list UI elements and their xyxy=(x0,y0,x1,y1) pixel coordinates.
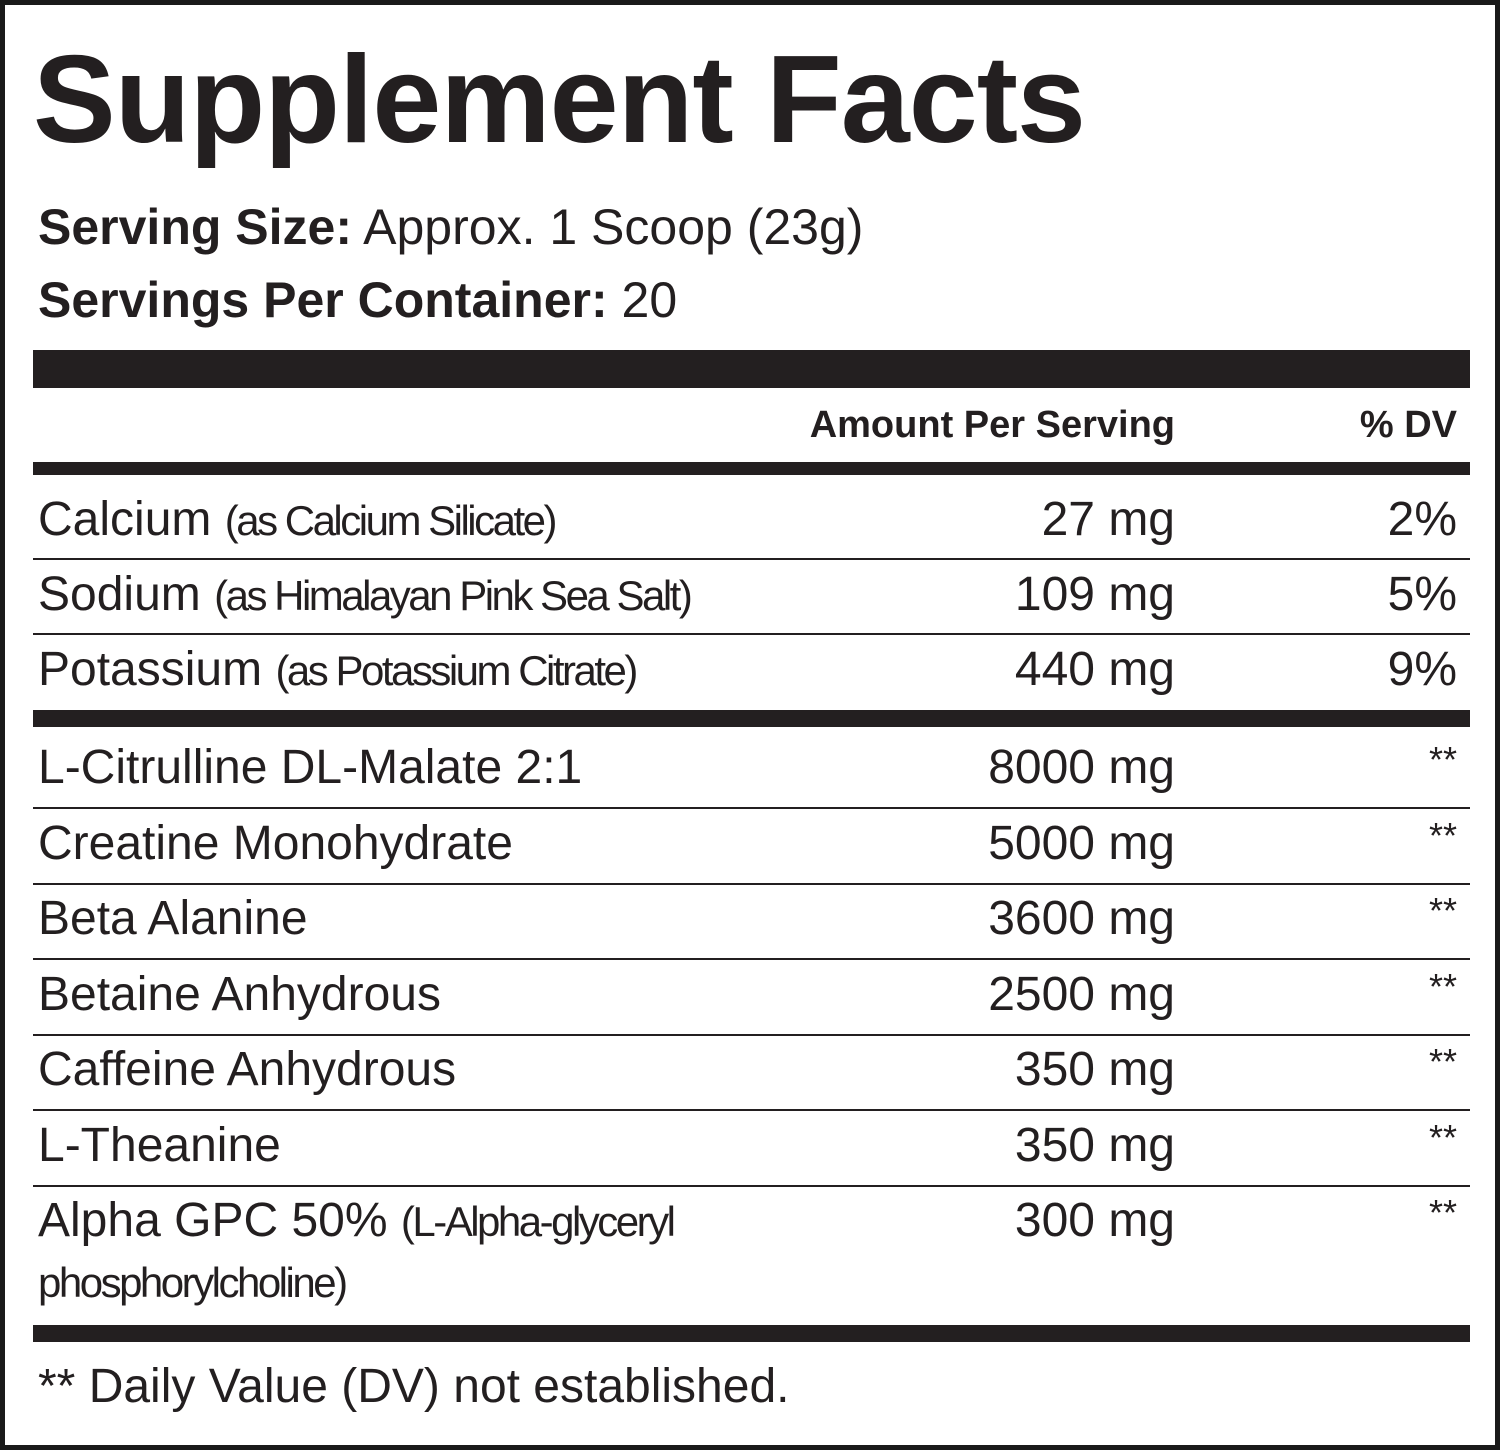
ingredient-detail: (as Potassium Citrate) xyxy=(275,647,638,694)
ingredient: Potassium (as Potassium Citrate) xyxy=(38,640,638,701)
ingredient-row: Calcium (as Calcium Silicate) 27 mg 2% xyxy=(5,490,1495,550)
servings-per-container: Servings Per Container: 20 xyxy=(38,270,677,330)
amount: 350 mg xyxy=(1014,1043,1175,1096)
row-divider xyxy=(33,958,1470,960)
row-divider xyxy=(33,558,1470,560)
ingredient-name: Betaine Anhydrous xyxy=(38,967,441,1021)
row-divider xyxy=(33,807,1470,809)
ingredient-row: Beta Alanine 3600 mg ** xyxy=(5,889,1495,949)
ingredient-row: Creatine Monohydrate 5000 mg ** xyxy=(5,814,1495,874)
ingredient-detail: (L-Alpha-glyceryl phosphorylcholine) xyxy=(38,1198,676,1306)
daily-value: 9% xyxy=(1387,643,1457,696)
daily-value: ** xyxy=(1428,965,1457,1007)
ingredient: Creatine Monohydrate xyxy=(38,814,513,874)
ingredient-name: L-Theanine xyxy=(38,1118,281,1172)
amount: 27 mg xyxy=(1041,493,1175,546)
ingredient: L-Theanine xyxy=(38,1116,281,1176)
ingredient-detail: (as Himalayan Pink Sea Salt) xyxy=(214,572,693,619)
ingredient: Betaine Anhydrous xyxy=(38,965,441,1025)
ingredient-row: Sodium (as Himalayan Pink Sea Salt) 109 m… xyxy=(5,565,1495,625)
amount: 300 mg xyxy=(1014,1194,1175,1247)
amount: 440 mg xyxy=(1014,643,1175,696)
ingredient-row: L-Citrulline DL-Malate 2:1 8000 mg ** xyxy=(5,738,1495,798)
daily-value: ** xyxy=(1428,739,1457,780)
row-divider xyxy=(33,633,1470,635)
footnote: ** Daily Value (DV) not established. xyxy=(38,1360,790,1413)
daily-value: ** xyxy=(1428,814,1457,856)
daily-value: 2% xyxy=(1387,493,1457,546)
amount: 3600 mg xyxy=(988,892,1175,945)
ingredient-name: L-Citrulline DL-Malate 2:1 xyxy=(38,741,583,794)
divider xyxy=(33,350,1470,388)
ingredient: Beta Alanine xyxy=(38,889,308,949)
ingredient: Caffeine Anhydrous xyxy=(38,1040,456,1100)
daily-value: ** xyxy=(1428,1041,1457,1082)
row-divider xyxy=(33,1109,1470,1111)
dv-header: % DV xyxy=(1359,404,1457,446)
amount: 2500 mg xyxy=(988,967,1175,1021)
serving-size-label: Serving Size: xyxy=(38,199,352,255)
divider xyxy=(33,462,1470,475)
ingredient-row: Potassium (as Potassium Citrate) 440 mg 9% xyxy=(5,640,1495,700)
ingredient: L-Citrulline DL-Malate 2:1 xyxy=(38,738,582,798)
ingredient: Sodium (as Himalayan Pink Sea Salt) xyxy=(38,565,693,626)
daily-value: ** xyxy=(1428,890,1457,931)
ingredient-row: Alpha GPC 50% (L-Alpha-glyceryl phosphor… xyxy=(5,1191,1495,1306)
ingredient-name: Sodium xyxy=(38,568,201,621)
ingredient-name: Alpha GPC 50% xyxy=(38,1194,388,1247)
ingredient-name: Potassium xyxy=(38,643,263,696)
amount: 109 mg xyxy=(1014,568,1175,621)
servings-label: Servings Per Container: xyxy=(38,272,608,328)
amount: 350 mg xyxy=(1014,1118,1175,1172)
daily-value: ** xyxy=(1428,1116,1457,1158)
serving-size-value: Approx. 1 Scoop (23g) xyxy=(363,199,864,255)
row-divider xyxy=(33,1033,1470,1036)
daily-value: ** xyxy=(1428,1192,1457,1233)
daily-value: 5% xyxy=(1387,568,1457,621)
serving-size: Serving Size: Approx. 1 Scoop (23g) xyxy=(38,197,863,257)
ingredient-name: Calcium xyxy=(38,493,212,546)
amount: 5000 mg xyxy=(988,816,1175,870)
ingredient-name: Creatine Monohydrate xyxy=(38,816,513,870)
amount: 8000 mg xyxy=(988,741,1175,794)
divider xyxy=(33,710,1470,727)
ingredient-row: Caffeine Anhydrous 350 mg ** xyxy=(5,1040,1495,1100)
title: Supplement Facts xyxy=(33,31,1086,169)
ingredient: Calcium (as Calcium Silicate) xyxy=(38,490,558,551)
divider xyxy=(33,1325,1470,1342)
ingredient-name: Beta Alanine xyxy=(38,892,308,945)
servings-value: 20 xyxy=(621,272,678,328)
ingredient-detail: (as Calcium Silicate) xyxy=(224,497,558,544)
ingredient-row: Betaine Anhydrous 2500 mg ** xyxy=(5,965,1495,1025)
ingredient-row: L-Theanine 350 mg ** xyxy=(5,1116,1495,1176)
row-divider xyxy=(33,1184,1470,1187)
ingredient-name: Caffeine Anhydrous xyxy=(38,1043,457,1096)
row-divider xyxy=(33,882,1470,885)
amount-header: Amount Per Serving xyxy=(809,404,1175,446)
ingredient: Alpha GPC 50% (L-Alpha-glyceryl phosphor… xyxy=(38,1191,738,1313)
